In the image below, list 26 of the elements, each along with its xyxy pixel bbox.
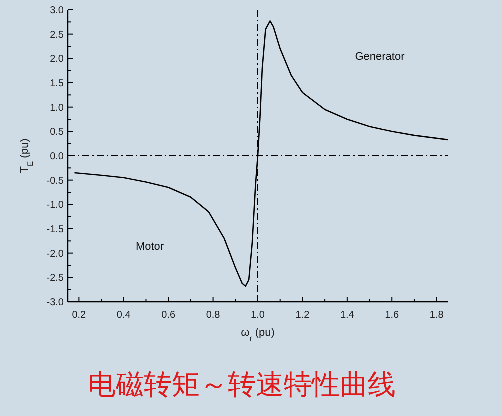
x-tick-label: 1.8: [430, 310, 444, 321]
annotation: Generator: [355, 51, 406, 63]
x-tick-label: 0.4: [116, 310, 132, 321]
x-tick-label: 1.2: [296, 310, 310, 321]
x-tick-label: 1.0: [251, 310, 266, 321]
y-tick-label: -2.0: [46, 248, 64, 260]
y-tick-label: 2.0: [50, 54, 64, 66]
y-tick-label: 1.0: [50, 102, 64, 114]
y-tick-label: 3.0: [50, 6, 64, 16]
y-tick-label: -1.0: [46, 200, 64, 212]
y-tick-label: -3.0: [46, 298, 64, 308]
y-tick-label: -0.5: [46, 176, 64, 187]
y-tick-label: 0.0: [50, 152, 64, 162]
text: 电磁转矩～转速特性曲线: [88, 369, 396, 400]
y-tick-label: 0.5: [50, 127, 64, 138]
x-tick-label: 0.8: [206, 310, 221, 321]
x-tick-label: 0.2: [72, 310, 87, 321]
y-tick-label: -1.5: [46, 224, 64, 236]
y-tick-label: 2.5: [50, 30, 64, 41]
x-tick-label: 1.6: [385, 310, 400, 321]
y-tick-label: 1.5: [50, 78, 64, 90]
x-axis-title: ω$_{r}$ (pu): [241, 327, 275, 342]
x-tick-label: 0.6: [162, 310, 176, 321]
annotation: Motor: [136, 241, 164, 253]
x-tick-label: 1.4: [340, 310, 355, 321]
y-tick-label: -2.5: [46, 273, 64, 284]
